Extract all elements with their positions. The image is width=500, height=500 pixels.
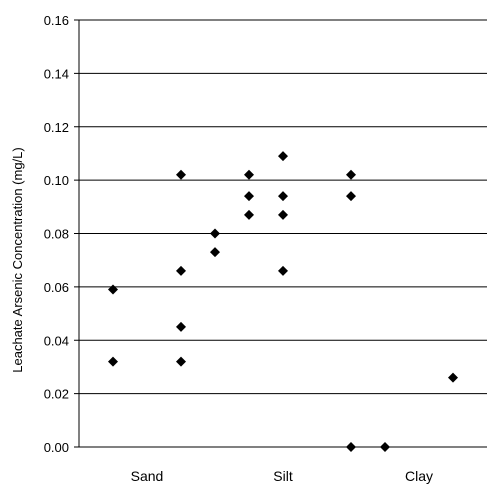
y-tick-label: 0.08 [44,227,69,242]
data-point [176,356,186,367]
data-point [176,169,186,180]
data-point [244,191,254,202]
data-point [278,209,288,220]
data-point [108,356,118,367]
data-point [346,442,356,452]
data-point [278,265,288,276]
y-tick-label: 0.14 [44,66,69,81]
data-point [108,284,118,295]
data-point [278,151,288,162]
x-axis-tick-labels: Sand Silt Clay [131,468,433,484]
x-tick-label: Clay [405,468,433,484]
data-point [346,191,356,202]
axes [74,19,487,448]
gridlines [79,19,487,395]
data-point [346,169,356,180]
y-tick-label: 0.10 [44,173,69,188]
y-tick-label: 0.02 [44,387,69,402]
data-point [210,228,220,239]
y-tick-label: 0.04 [44,333,69,348]
data-points [108,151,458,452]
y-tick-label: 0.16 [44,13,69,28]
y-tick-label: 0.06 [44,280,69,295]
data-point [176,321,186,332]
data-point [380,442,390,452]
data-point [210,247,220,258]
y-axis-tick-labels: 0.00 0.02 0.04 0.06 0.08 0.10 0.12 0.14 0.16 [44,13,69,455]
data-point [244,209,254,220]
data-point [176,265,186,276]
data-point [244,169,254,180]
x-tick-label: Silt [273,468,293,484]
y-tick-label: 0.12 [44,120,69,135]
y-tick-label: 0.00 [44,440,69,455]
x-tick-label: Sand [131,468,164,484]
data-point [448,372,458,383]
data-point [278,191,288,202]
y-axis-title: Leachate Arsenic Concentration (mg/L) [10,147,25,372]
